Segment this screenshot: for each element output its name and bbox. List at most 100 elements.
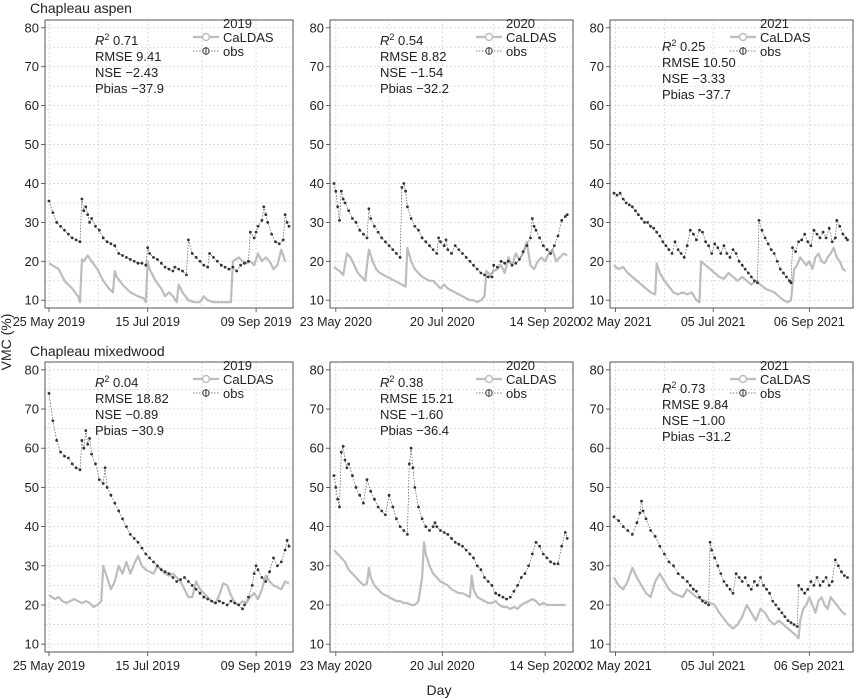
obs-point xyxy=(479,271,483,275)
obs-point xyxy=(785,275,788,279)
obs-point xyxy=(125,256,128,259)
obs-point xyxy=(450,252,453,255)
obs-point xyxy=(287,224,291,228)
obs-point xyxy=(783,615,787,619)
obs-point xyxy=(658,544,662,548)
obs-point xyxy=(202,263,206,267)
y-tick-label: 10 xyxy=(25,293,39,308)
obs-point xyxy=(369,489,373,493)
obs-point xyxy=(501,595,505,599)
stat-nse: NSE −2.43 xyxy=(95,65,158,80)
obs-point xyxy=(252,236,256,240)
obs-point xyxy=(442,531,446,534)
obs-point xyxy=(121,254,124,257)
obs-point xyxy=(685,580,689,583)
plot-frame xyxy=(609,19,854,309)
stat-nse: NSE −1.54 xyxy=(380,65,443,80)
stat-pbias: Pbias −36.4 xyxy=(380,423,449,438)
obs-point xyxy=(765,587,768,591)
obs-point xyxy=(792,623,796,626)
legend-caldas-label: CaLDAS xyxy=(223,372,274,387)
stat-nse: NSE −1.60 xyxy=(380,407,443,422)
obs-point xyxy=(461,544,464,548)
obs-point xyxy=(838,224,842,228)
obs-point xyxy=(532,224,536,228)
obs-point xyxy=(503,261,507,265)
y-tick-label: 40 xyxy=(590,176,604,191)
obs-point xyxy=(252,572,256,575)
legend-caldas-marker xyxy=(201,32,211,42)
obs-point xyxy=(841,232,845,236)
obs-point xyxy=(439,240,442,244)
obs-point xyxy=(617,519,620,523)
panel-chapleau-mixedwood-2019: 10 20 30 40 50 60 70 80 25 May 2019 15 Jul 2019 09… xyxy=(13,358,294,673)
y-tick-label: 10 xyxy=(590,637,604,652)
obs-point xyxy=(534,228,538,232)
obs-point xyxy=(140,546,144,550)
y-tick-label: 20 xyxy=(310,254,324,269)
obs-point xyxy=(125,525,128,528)
y-tick-label: 40 xyxy=(25,519,39,534)
obs-point xyxy=(846,238,849,242)
obs-point xyxy=(183,576,186,579)
obs-point xyxy=(556,234,560,238)
y-tick-label: 30 xyxy=(25,558,39,573)
obs-point xyxy=(658,234,662,238)
obs-point xyxy=(512,589,516,593)
y-tick-label: 30 xyxy=(25,215,39,230)
x-tick-label: 14 Sep 2020 xyxy=(510,659,581,673)
obs-point xyxy=(701,599,704,603)
legend-caldas-label: CaLDAS xyxy=(760,30,811,45)
y-tick-label: 70 xyxy=(590,402,604,417)
obs-point xyxy=(681,576,685,579)
obs-point xyxy=(634,209,637,213)
obs-point xyxy=(737,259,741,263)
obs-point xyxy=(148,556,152,560)
obs-point xyxy=(86,213,90,217)
obs-point xyxy=(67,456,70,460)
panels: 10 20 30 40 50 60 70 80 25 May 2019 15 Jul 2019 09… xyxy=(13,16,854,673)
x-tick-label: 15 Jul 2019 xyxy=(115,315,180,329)
obs-point xyxy=(194,587,198,591)
x-tick-label: 06 Sep 2021 xyxy=(774,315,845,329)
obs-point xyxy=(527,564,530,568)
obs-point xyxy=(638,511,642,515)
obs-point xyxy=(695,589,698,593)
obs-point xyxy=(809,580,813,583)
stat-r2: R2 0.25 xyxy=(662,38,705,54)
stat-rmse: RMSE 9.84 xyxy=(662,397,728,412)
x-tick-label: 20 Jul 2020 xyxy=(410,659,475,673)
x-tick-label: 25 May 2019 xyxy=(13,315,85,329)
obs-point xyxy=(358,493,362,497)
y-tick-label: 80 xyxy=(310,362,324,377)
obs-point xyxy=(833,236,837,240)
obs-point xyxy=(80,197,84,201)
legend-caldas-label: CaLDAS xyxy=(223,30,274,45)
obs-point xyxy=(688,584,692,587)
obs-point xyxy=(210,599,214,603)
obs-point xyxy=(759,576,762,579)
obs-point xyxy=(51,211,55,215)
obs-point xyxy=(516,584,519,587)
obs-point xyxy=(549,252,552,255)
obs-point xyxy=(818,584,822,587)
obs-point xyxy=(538,544,541,548)
obs-point xyxy=(338,219,341,222)
obs-point xyxy=(336,497,340,501)
obs-point xyxy=(237,603,241,607)
series-caldas-line xyxy=(333,541,566,611)
obs-point xyxy=(376,230,380,234)
obs-point xyxy=(376,505,380,509)
obs-point xyxy=(437,236,440,240)
obs-point xyxy=(74,238,78,242)
obs-point xyxy=(369,217,373,220)
obs-point xyxy=(175,580,179,583)
obs-point xyxy=(507,259,510,263)
obs-point xyxy=(367,207,371,211)
obs-point xyxy=(59,224,62,228)
obs-point xyxy=(283,548,287,552)
obs-point xyxy=(490,275,494,279)
obs-point xyxy=(264,213,268,217)
obs-point xyxy=(514,261,518,265)
obs-point xyxy=(354,486,358,489)
